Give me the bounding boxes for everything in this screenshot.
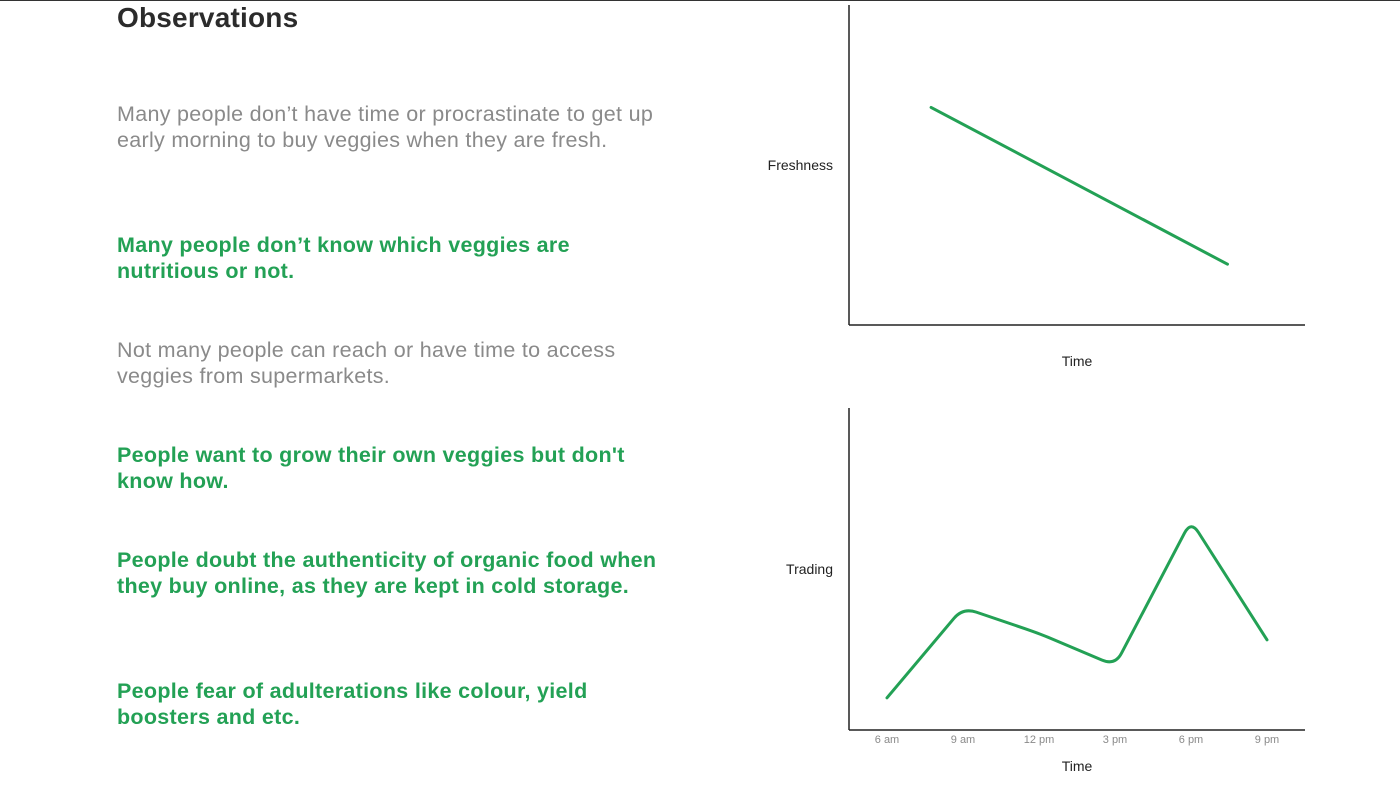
observation-5: People doubt the authenticity of organic… — [117, 548, 657, 598]
freshness-series-line — [929, 105, 1229, 266]
freshness-chart: Freshness Time — [768, 5, 1305, 369]
trading-tick-label: 9 am — [951, 734, 975, 746]
trading-tick-label: 3 pm — [1103, 734, 1127, 746]
trading-tick-labels: 6 am 9 am 12 pm 3 pm 6 pm 9 pm — [875, 734, 1279, 746]
top-rule — [0, 0, 1400, 1]
trading-series-line — [885, 525, 1269, 700]
observation-1: Many people don’t have time or procrasti… — [117, 102, 654, 152]
observation-6: People fear of adulterations like colour… — [117, 679, 588, 729]
trading-tick-label: 6 pm — [1179, 734, 1203, 746]
observation-3: Not many people can reach or have time t… — [117, 338, 616, 388]
freshness-y-label: Freshness — [768, 157, 833, 173]
trading-tick-label: 9 pm — [1255, 734, 1279, 746]
trading-tick-label: 12 pm — [1024, 734, 1055, 746]
trading-y-label: Trading — [786, 561, 833, 577]
observation-4: People want to grow their own veggies bu… — [117, 443, 625, 493]
page-title: Observations — [117, 2, 299, 33]
freshness-x-label: Time — [1062, 353, 1093, 369]
observation-2: Many people don’t know which veggies are… — [117, 233, 570, 283]
trading-tick-label: 6 am — [875, 734, 899, 746]
trading-x-label: Time — [1062, 758, 1093, 774]
trading-chart: 6 am 9 am 12 pm 3 pm 6 pm 9 pm Trading Time — [786, 408, 1305, 774]
